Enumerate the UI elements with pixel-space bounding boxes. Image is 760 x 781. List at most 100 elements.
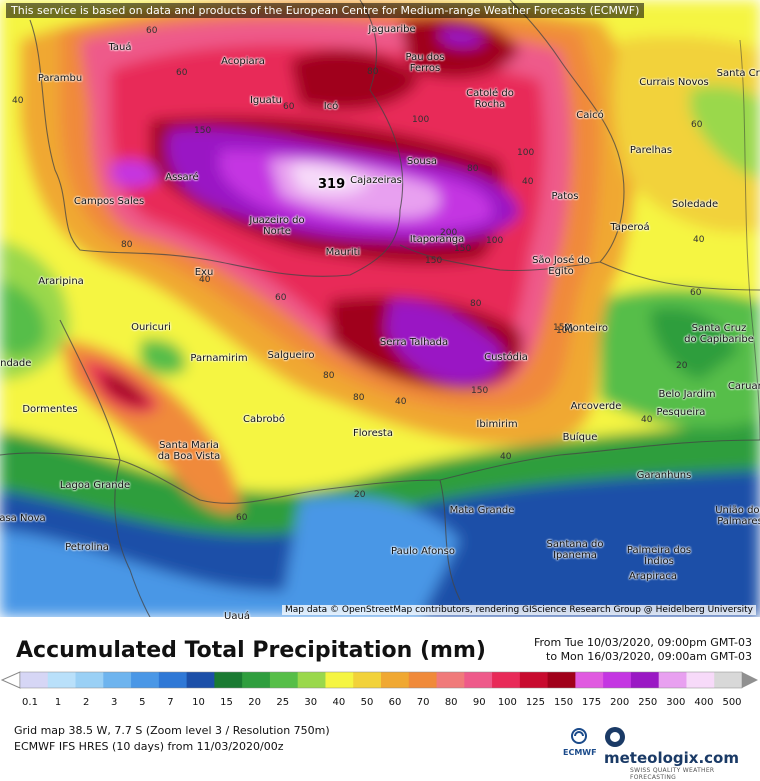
legend-tick-label: 125 <box>525 697 545 708</box>
contour-label: 20 <box>354 490 366 500</box>
precipitation-field <box>0 0 760 617</box>
place-label: Caicó <box>576 110 604 121</box>
legend-swatch <box>20 672 49 688</box>
place-label: Santa Maria da Boa Vista <box>157 440 221 462</box>
legend-swatch <box>603 672 632 688</box>
ecmwf-logo[interactable]: ECMWF <box>563 728 597 757</box>
legend-tick-label: 30 <box>304 697 318 708</box>
contour-label: 40 <box>199 275 211 285</box>
legend-tick-label: 150 <box>553 697 574 708</box>
place-label: Cajazeiras <box>350 175 402 186</box>
contour-label: 60 <box>176 68 188 78</box>
place-label: Paulo Afonso <box>391 546 455 557</box>
legend-tick-label: 90 <box>472 697 486 708</box>
legend-swatch <box>158 672 188 688</box>
contour-label: 150 <box>194 126 212 136</box>
contour-label: 150 <box>454 244 472 254</box>
legend-tick-label: 60 <box>388 697 402 708</box>
legend-tick-label: 5 <box>139 697 146 708</box>
place-label: Salgueiro <box>267 350 315 361</box>
legend-tick-label: 300 <box>666 697 686 708</box>
place-label: Palmeira dos Índios <box>626 545 692 567</box>
contour-label: 100 <box>412 115 430 125</box>
contour-label: 60 <box>691 120 703 130</box>
place-label: Garanhuns <box>636 470 692 481</box>
place-label: Parnamirim <box>190 353 248 364</box>
legend-swatch <box>630 672 660 688</box>
place-label: Iguatu <box>249 95 283 106</box>
place-label: Buíque <box>562 432 598 443</box>
place-label: Custódia <box>484 352 528 363</box>
contour-label: 60 <box>275 293 287 303</box>
legend-swatch <box>714 672 743 688</box>
place-label: Mata Grande <box>449 505 515 516</box>
meteologix-tagline: SWISS QUALITY WEATHER FORECASTING <box>630 767 715 781</box>
contour-label: 60 <box>690 288 702 298</box>
legend-tick-label: 1 <box>54 697 62 708</box>
legend-tick-label: 175 <box>582 697 602 708</box>
contour-label: 40 <box>693 235 705 245</box>
place-label: União dos Palmares <box>715 505 760 527</box>
place-label: Monteiro <box>564 323 608 334</box>
legend-under-arrow <box>0 671 21 689</box>
contour-label: 40 <box>641 415 653 425</box>
legend-swatch <box>519 672 549 688</box>
place-label: Cabrobó <box>243 414 285 425</box>
place-label: Casa Nova <box>0 513 46 524</box>
legend-swatch <box>408 672 438 688</box>
place-label: Itaporanga <box>409 234 465 245</box>
place-label: Parelhas <box>629 145 673 156</box>
contour-label: 40 <box>500 452 512 462</box>
place-label: Arcoverde <box>570 401 622 412</box>
contour-label: 40 <box>12 96 24 106</box>
legend-tick-label: 250 <box>638 697 658 708</box>
place-label: Catolé do Rocha <box>466 88 514 110</box>
precipitation-map[interactable] <box>0 0 760 617</box>
place-label: Dormentes <box>22 404 78 415</box>
place-label: Icó <box>323 101 339 112</box>
place-label: Assaré <box>165 172 199 183</box>
legend-tick-label: 50 <box>360 697 374 708</box>
contour-label: 150 <box>425 256 443 266</box>
contour-label: 60 <box>236 513 248 523</box>
place-label: Juazeiro do Norte <box>249 215 305 237</box>
place-label: Floresta <box>353 428 393 439</box>
place-label: Exu <box>194 267 214 278</box>
place-label: Mauriti <box>325 247 361 258</box>
place-label: Belo Jardim <box>658 389 716 400</box>
contour-label: 60 <box>283 102 295 112</box>
legend-tick-label: 0.1 <box>22 697 38 708</box>
place-label: Currais Novos <box>639 77 709 88</box>
place-label: Sousa <box>406 156 438 167</box>
place-label: Uauá <box>224 611 250 622</box>
contour-label: 100 <box>556 326 574 336</box>
place-label: Campos Sales <box>73 196 145 207</box>
legend-swatch <box>214 672 243 688</box>
meteologix-logo[interactable]: meteologix.com SWISS QUALITY WEATHER FOR… <box>604 726 760 781</box>
contour-label: 200 <box>440 228 458 238</box>
place-label: Araripina <box>38 276 84 287</box>
legend-tick-label: 15 <box>220 697 233 708</box>
ecmwf-logo-text: ECMWF <box>563 748 597 757</box>
place-label: Taperoá <box>610 222 650 233</box>
place-label: Parambu <box>37 73 83 84</box>
legend-tick-label: 2 <box>82 697 90 708</box>
place-label: Patos <box>551 191 579 202</box>
legend-tick-label: 20 <box>248 697 261 708</box>
place-label: Ouricuri <box>131 322 171 333</box>
place-label: Santana do Ipanema <box>546 539 604 561</box>
legend-tick-label: 10 <box>192 697 205 708</box>
grid-info: Grid map 38.5 W, 7.7 S (Zoom level 3 / R… <box>14 724 330 737</box>
place-label: Tauá <box>108 42 132 53</box>
contour-label: 100 <box>517 148 535 158</box>
legend-tick-label: 500 <box>722 697 742 708</box>
ecmwf-attribution: This service is based on data and produc… <box>6 3 645 18</box>
legend-swatch <box>47 672 77 688</box>
contour-label: 40 <box>395 397 407 407</box>
place-label: Ibimirim <box>476 419 518 430</box>
legend-swatch <box>575 672 604 688</box>
contour-label: 80 <box>470 299 482 309</box>
legend-swatch <box>186 672 215 688</box>
contour-label: 150 <box>471 386 489 396</box>
legend-tick-label: 40 <box>332 697 346 708</box>
